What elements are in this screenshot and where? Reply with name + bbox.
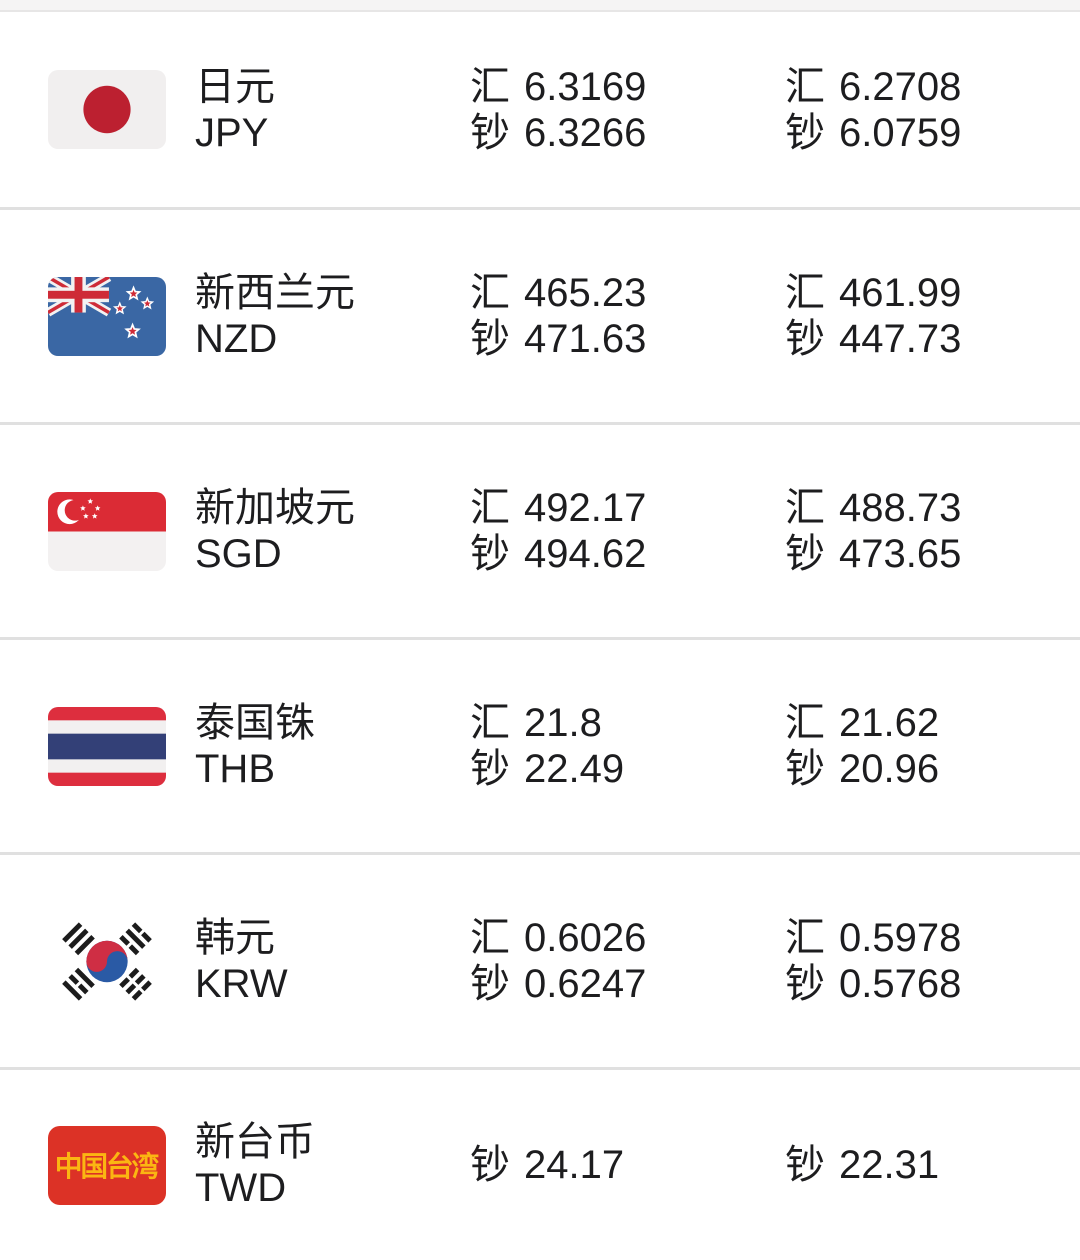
rate-value: 6.2708 <box>839 64 962 109</box>
currency-code: KRW <box>195 962 288 1006</box>
rate-column-1: 汇 6.3169 钞 6.3266 <box>470 64 785 156</box>
rate-column-2: 汇 6.2708 钞 6.0759 <box>785 64 961 156</box>
rate-type-label: 钞 <box>785 1143 825 1187</box>
currency-name-zh: 新西兰元 <box>195 271 355 315</box>
rate-type-label: 钞 <box>470 962 510 1006</box>
rate-type-label: 汇 <box>470 486 510 530</box>
rate-type-label: 汇 <box>470 701 510 745</box>
rate-value: 471.63 <box>524 317 647 361</box>
new-zealand-flag-icon <box>48 276 166 356</box>
rate-value: 494.62 <box>524 532 647 576</box>
thailand-flag-icon <box>48 706 166 786</box>
rate-type-label: 汇 <box>470 271 510 315</box>
rate-type-label: 钞 <box>470 317 510 361</box>
currency-name-zh: 新台币 <box>195 1120 315 1164</box>
rate-type-label: 钞 <box>785 962 825 1006</box>
rate-column-2: 汇 461.99 钞 447.73 <box>785 270 961 362</box>
rate-type-label: 钞 <box>785 110 825 155</box>
rate-value: 492.17 <box>524 486 647 530</box>
currency-row-twd[interactable]: 中国台湾 新台币 TWD 钞 24.17 钞 22.31 <box>0 1070 1080 1260</box>
singapore-flag-icon <box>48 491 166 571</box>
rate-column-1: 汇 21.8 钞 22.49 <box>470 700 785 792</box>
list-top-edge <box>0 0 1080 12</box>
rate-type-label: 钞 <box>470 747 510 791</box>
rate-column-2: 汇 21.62 钞 20.96 <box>785 700 939 792</box>
china-taiwan-badge-text: 中国台湾 <box>55 1150 160 1181</box>
rate-type-label: 钞 <box>470 532 510 576</box>
rate-value: 6.3169 <box>524 64 647 109</box>
rate-value: 22.49 <box>524 747 625 791</box>
rate-value: 473.65 <box>839 532 962 576</box>
rate-value: 21.62 <box>839 701 940 745</box>
rate-column-1: 汇 0.6026 钞 0.6247 <box>470 915 785 1007</box>
rate-value: 0.6247 <box>524 962 647 1006</box>
currency-row-krw[interactable]: 韩元 KRW 汇 0.6026 钞 0.6247 汇 0.5978 钞 0.5768 <box>0 855 1080 1070</box>
rate-value: 461.99 <box>839 271 962 315</box>
currency-row-nzd[interactable]: 新西兰元 NZD 汇 465.23 钞 471.63 汇 461.99 钞 447.73 <box>0 210 1080 425</box>
rate-value: 488.73 <box>839 486 962 530</box>
rate-value: 0.6026 <box>524 916 647 960</box>
currency-code: TWD <box>195 1166 287 1210</box>
rate-value: 6.0759 <box>839 110 962 155</box>
rate-type-label: 汇 <box>785 64 825 109</box>
rate-column-2: 钞 22.31 <box>785 1142 939 1188</box>
rate-value: 24.17 <box>524 1143 625 1187</box>
rate-value: 22.31 <box>839 1143 940 1187</box>
rate-type-label: 汇 <box>785 271 825 315</box>
rate-value: 0.5978 <box>839 916 962 960</box>
rate-type-label: 钞 <box>785 747 825 791</box>
rate-value: 21.8 <box>524 701 602 745</box>
currency-code: JPY <box>195 110 269 155</box>
currency-code: NZD <box>195 317 278 361</box>
currency-code: SGD <box>195 532 282 576</box>
rate-value: 0.5768 <box>839 962 962 1006</box>
rate-column-2: 汇 488.73 钞 473.65 <box>785 485 961 577</box>
rate-type-label: 钞 <box>785 317 825 361</box>
rate-type-label: 汇 <box>470 916 510 960</box>
rate-value: 6.3266 <box>524 110 647 155</box>
japan-flag-icon <box>48 70 166 149</box>
rate-type-label: 钞 <box>785 532 825 576</box>
rate-type-label: 汇 <box>785 701 825 745</box>
currency-row-sgd[interactable]: 新加坡元 SGD 汇 492.17 钞 494.62 汇 488.73 钞 473.65 <box>0 425 1080 640</box>
rate-column-1: 汇 465.23 钞 471.63 <box>470 270 785 362</box>
rate-column-1: 钞 24.17 <box>470 1142 785 1188</box>
china-taiwan-badge-icon: 中国台湾 <box>48 1125 166 1205</box>
currency-code: THB <box>195 747 275 791</box>
currency-row-jpy[interactable]: 日元 JPY 汇 6.3169 钞 6.3266 汇 6.2708 钞 6.0759 <box>0 12 1080 210</box>
south-korea-flag-icon <box>48 921 166 1001</box>
currency-name-zh: 泰国铢 <box>195 701 315 745</box>
rate-value: 20.96 <box>839 747 940 791</box>
currency-name-zh: 韩元 <box>195 916 275 960</box>
rate-type-label: 钞 <box>470 110 510 155</box>
rate-type-label: 钞 <box>470 1143 510 1187</box>
currency-name-zh: 新加坡元 <box>195 486 355 530</box>
rate-type-label: 汇 <box>470 64 510 109</box>
rate-column-1: 汇 492.17 钞 494.62 <box>470 485 785 577</box>
currency-name-zh: 日元 <box>195 64 275 109</box>
rate-value: 447.73 <box>839 317 962 361</box>
rate-type-label: 汇 <box>785 486 825 530</box>
rate-type-label: 汇 <box>785 916 825 960</box>
currency-row-thb[interactable]: 泰国铢 THB 汇 21.8 钞 22.49 汇 21.62 钞 20.96 <box>0 640 1080 855</box>
rate-value: 465.23 <box>524 271 647 315</box>
rate-column-2: 汇 0.5978 钞 0.5768 <box>785 915 961 1007</box>
